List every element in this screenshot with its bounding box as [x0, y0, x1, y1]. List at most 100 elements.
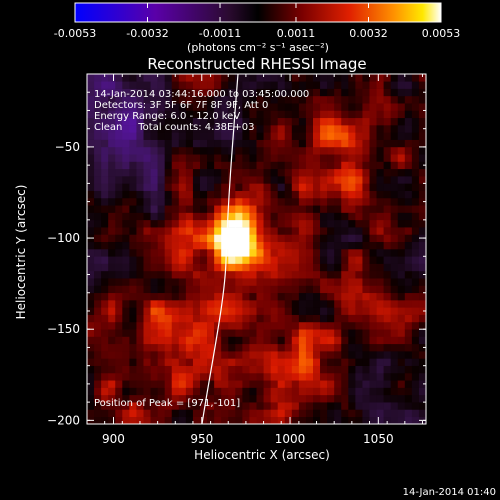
heatmap-pixel — [101, 132, 109, 140]
heatmap-pixel — [185, 365, 194, 374]
heatmap-pixel — [397, 95, 406, 104]
heatmap-pixel — [270, 205, 278, 213]
heatmap-pixel — [277, 292, 286, 301]
heatmap-pixel — [355, 132, 363, 140]
heatmap-pixel — [277, 197, 286, 206]
heatmap-pixel — [305, 372, 314, 381]
heatmap-pixel — [157, 190, 165, 199]
heatmap-pixel — [390, 387, 399, 396]
heatmap-pixel — [185, 380, 194, 388]
heatmap-pixel — [270, 125, 278, 133]
heatmap-pixel — [122, 300, 130, 308]
heatmap-pixel — [397, 117, 406, 126]
heatmap-pixel — [348, 256, 356, 264]
heatmap-pixel — [94, 95, 102, 104]
heatmap-pixel — [327, 314, 335, 323]
heatmap-pixel — [214, 212, 222, 221]
heatmap-pixel — [298, 263, 307, 272]
heatmap-pixel — [263, 81, 271, 89]
heatmap-pixel — [277, 110, 286, 119]
heatmap-pixel — [228, 336, 236, 345]
heatmap-pixel — [178, 81, 187, 89]
heatmap-pixel — [228, 300, 236, 308]
heatmap-pixel — [334, 205, 342, 213]
heatmap-pixel — [87, 212, 95, 221]
heatmap-pixel — [362, 416, 370, 424]
heatmap-pixel — [136, 197, 144, 206]
heatmap-pixel — [200, 292, 208, 301]
heatmap-pixel — [150, 307, 158, 315]
heatmap-pixel — [87, 380, 95, 388]
heatmap-pixel — [185, 81, 194, 89]
heatmap-pixel — [305, 409, 314, 418]
heatmap-pixel — [313, 336, 321, 345]
heatmap-pixel — [249, 380, 257, 388]
heatmap-pixel — [277, 314, 286, 323]
heatmap-pixel — [411, 103, 420, 111]
heatmap-pixel — [207, 314, 215, 323]
heatmap-pixel — [207, 190, 215, 199]
heatmap-pixel — [397, 212, 406, 221]
heatmap-pixel — [171, 380, 180, 388]
heatmap-pixel — [94, 343, 102, 352]
heatmap-pixel — [334, 110, 342, 119]
heatmap-pixel — [136, 88, 144, 97]
heatmap-pixel — [221, 125, 229, 133]
heatmap-pixel — [150, 256, 158, 264]
heatmap-pixel — [249, 219, 257, 228]
heatmap-pixel — [263, 343, 271, 352]
heatmap-pixel — [185, 190, 194, 199]
heatmap-pixel — [129, 387, 137, 396]
heatmap-pixel — [313, 263, 321, 272]
heatmap-pixel — [207, 321, 215, 330]
heatmap-pixel — [418, 212, 426, 221]
heatmap-pixel — [298, 110, 307, 119]
heatmap-pixel — [115, 205, 123, 213]
heatmap-pixel — [200, 95, 208, 104]
heatmap-pixel — [228, 256, 236, 264]
heatmap-pixel — [270, 416, 278, 424]
heatmap-pixel — [115, 372, 123, 381]
heatmap-pixel — [207, 154, 215, 162]
heatmap-pixel — [313, 95, 321, 104]
heatmap-pixel — [115, 74, 123, 82]
heatmap-pixel — [94, 292, 102, 301]
heatmap-pixel — [291, 212, 300, 221]
heatmap-pixel — [411, 380, 420, 388]
heatmap-pixel — [235, 183, 243, 191]
heatmap-pixel — [157, 139, 165, 148]
heatmap-pixel — [355, 241, 363, 250]
heatmap-pixel — [369, 219, 377, 228]
heatmap-pixel — [291, 285, 300, 294]
heatmap-pixel — [298, 329, 307, 337]
heatmap-pixel — [207, 161, 215, 170]
heatmap-pixel — [313, 219, 321, 228]
heatmap-pixel — [397, 372, 406, 381]
heatmap-pixel — [320, 380, 328, 388]
heatmap-pixel — [157, 402, 165, 410]
heatmap-pixel — [397, 197, 406, 206]
heatmap-pixel — [291, 270, 300, 279]
heatmap-pixel — [298, 394, 307, 403]
heatmap-pixel — [129, 161, 137, 170]
heatmap-pixel — [327, 110, 335, 119]
heatmap-pixel — [348, 88, 356, 97]
heatmap-pixel — [341, 336, 349, 345]
heatmap-pixel — [320, 416, 328, 424]
heatmap-pixel — [313, 117, 321, 126]
heatmap-pixel — [207, 227, 215, 235]
heatmap-pixel — [122, 74, 130, 82]
heatmap-pixel — [397, 351, 406, 359]
heatmap-pixel — [298, 336, 307, 345]
heatmap-pixel — [242, 365, 250, 374]
peak-position-label: Position of Peak = [971,-101] — [94, 398, 240, 409]
heatmap-pixel — [291, 365, 300, 374]
heatmap-pixel — [129, 380, 137, 388]
heatmap-pixel — [249, 321, 257, 330]
heatmap-pixel — [305, 329, 314, 337]
heatmap-pixel — [418, 117, 426, 126]
heatmap-pixel — [305, 336, 314, 345]
heatmap-pixel — [115, 190, 123, 199]
heatmap-pixel — [242, 416, 250, 424]
heatmap-pixel — [298, 321, 307, 330]
